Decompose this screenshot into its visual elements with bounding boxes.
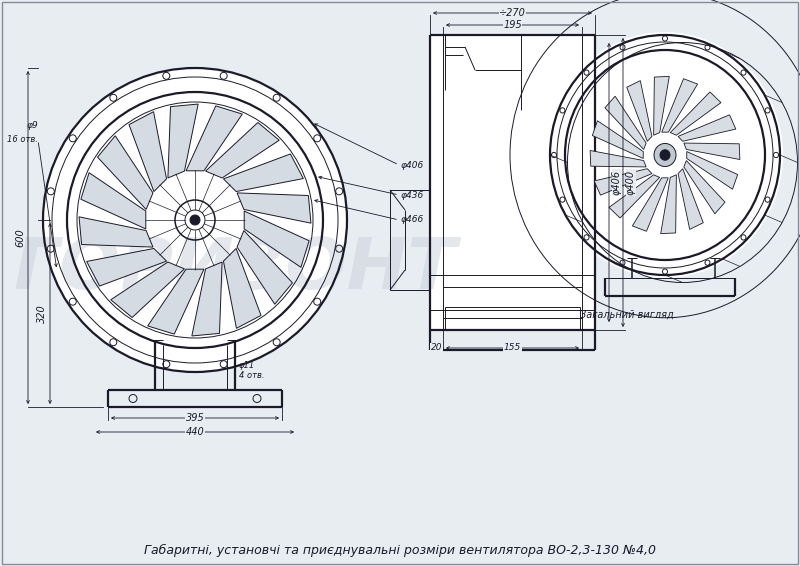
Polygon shape [632, 178, 668, 231]
Polygon shape [206, 122, 279, 178]
Text: 600: 600 [15, 228, 25, 247]
Polygon shape [98, 136, 153, 209]
Polygon shape [678, 169, 703, 229]
Polygon shape [129, 112, 166, 191]
Polygon shape [661, 175, 676, 234]
Circle shape [190, 215, 200, 225]
Polygon shape [110, 262, 185, 318]
Polygon shape [86, 248, 166, 286]
Polygon shape [192, 262, 222, 336]
Text: 155: 155 [504, 344, 521, 353]
Polygon shape [592, 121, 643, 158]
Polygon shape [79, 217, 153, 247]
Ellipse shape [660, 150, 670, 160]
Polygon shape [662, 79, 698, 132]
Text: φ400: φ400 [626, 170, 636, 195]
Polygon shape [609, 175, 660, 218]
Polygon shape [237, 230, 293, 305]
Polygon shape [244, 211, 309, 267]
Polygon shape [684, 143, 740, 160]
Polygon shape [654, 76, 670, 135]
Text: Загальний вигляд: Загальний вигляд [580, 310, 674, 320]
Polygon shape [686, 152, 738, 189]
Polygon shape [684, 161, 725, 214]
Ellipse shape [547, 32, 783, 278]
Polygon shape [223, 248, 261, 328]
Text: 440: 440 [186, 427, 204, 437]
Text: 16 отв.: 16 отв. [7, 135, 38, 144]
Polygon shape [148, 269, 204, 334]
Polygon shape [168, 104, 198, 178]
Text: 195: 195 [503, 20, 522, 30]
Text: φ436: φ436 [401, 191, 424, 199]
Polygon shape [223, 154, 303, 191]
Text: φ466: φ466 [401, 216, 424, 225]
Text: φ406: φ406 [401, 161, 424, 169]
Polygon shape [81, 173, 146, 229]
Polygon shape [590, 151, 646, 167]
Bar [430, 35, 595, 330]
Polygon shape [237, 193, 311, 223]
Text: ГОРИЗОНТ: ГОРИЗОНТ [14, 235, 457, 305]
Polygon shape [605, 96, 646, 149]
Polygon shape [670, 92, 721, 135]
Text: φ406: φ406 [612, 170, 622, 195]
Text: 4 отв.: 4 отв. [239, 371, 265, 380]
Polygon shape [594, 169, 652, 195]
Text: 320: 320 [37, 304, 47, 323]
Circle shape [43, 68, 347, 372]
Text: Габаритні, установчі та приєднувальні розміри вентилятора ВО-2,3-130 №4,0: Габаритні, установчі та приєднувальні ро… [144, 543, 656, 556]
Text: ÷270: ÷270 [499, 8, 526, 18]
Text: 20: 20 [430, 344, 442, 353]
Polygon shape [678, 115, 736, 142]
Text: φ9: φ9 [26, 121, 38, 130]
Polygon shape [186, 106, 242, 171]
Text: 395: 395 [186, 413, 204, 423]
Ellipse shape [654, 143, 676, 166]
Text: φ11: φ11 [239, 361, 255, 370]
Polygon shape [626, 80, 652, 142]
